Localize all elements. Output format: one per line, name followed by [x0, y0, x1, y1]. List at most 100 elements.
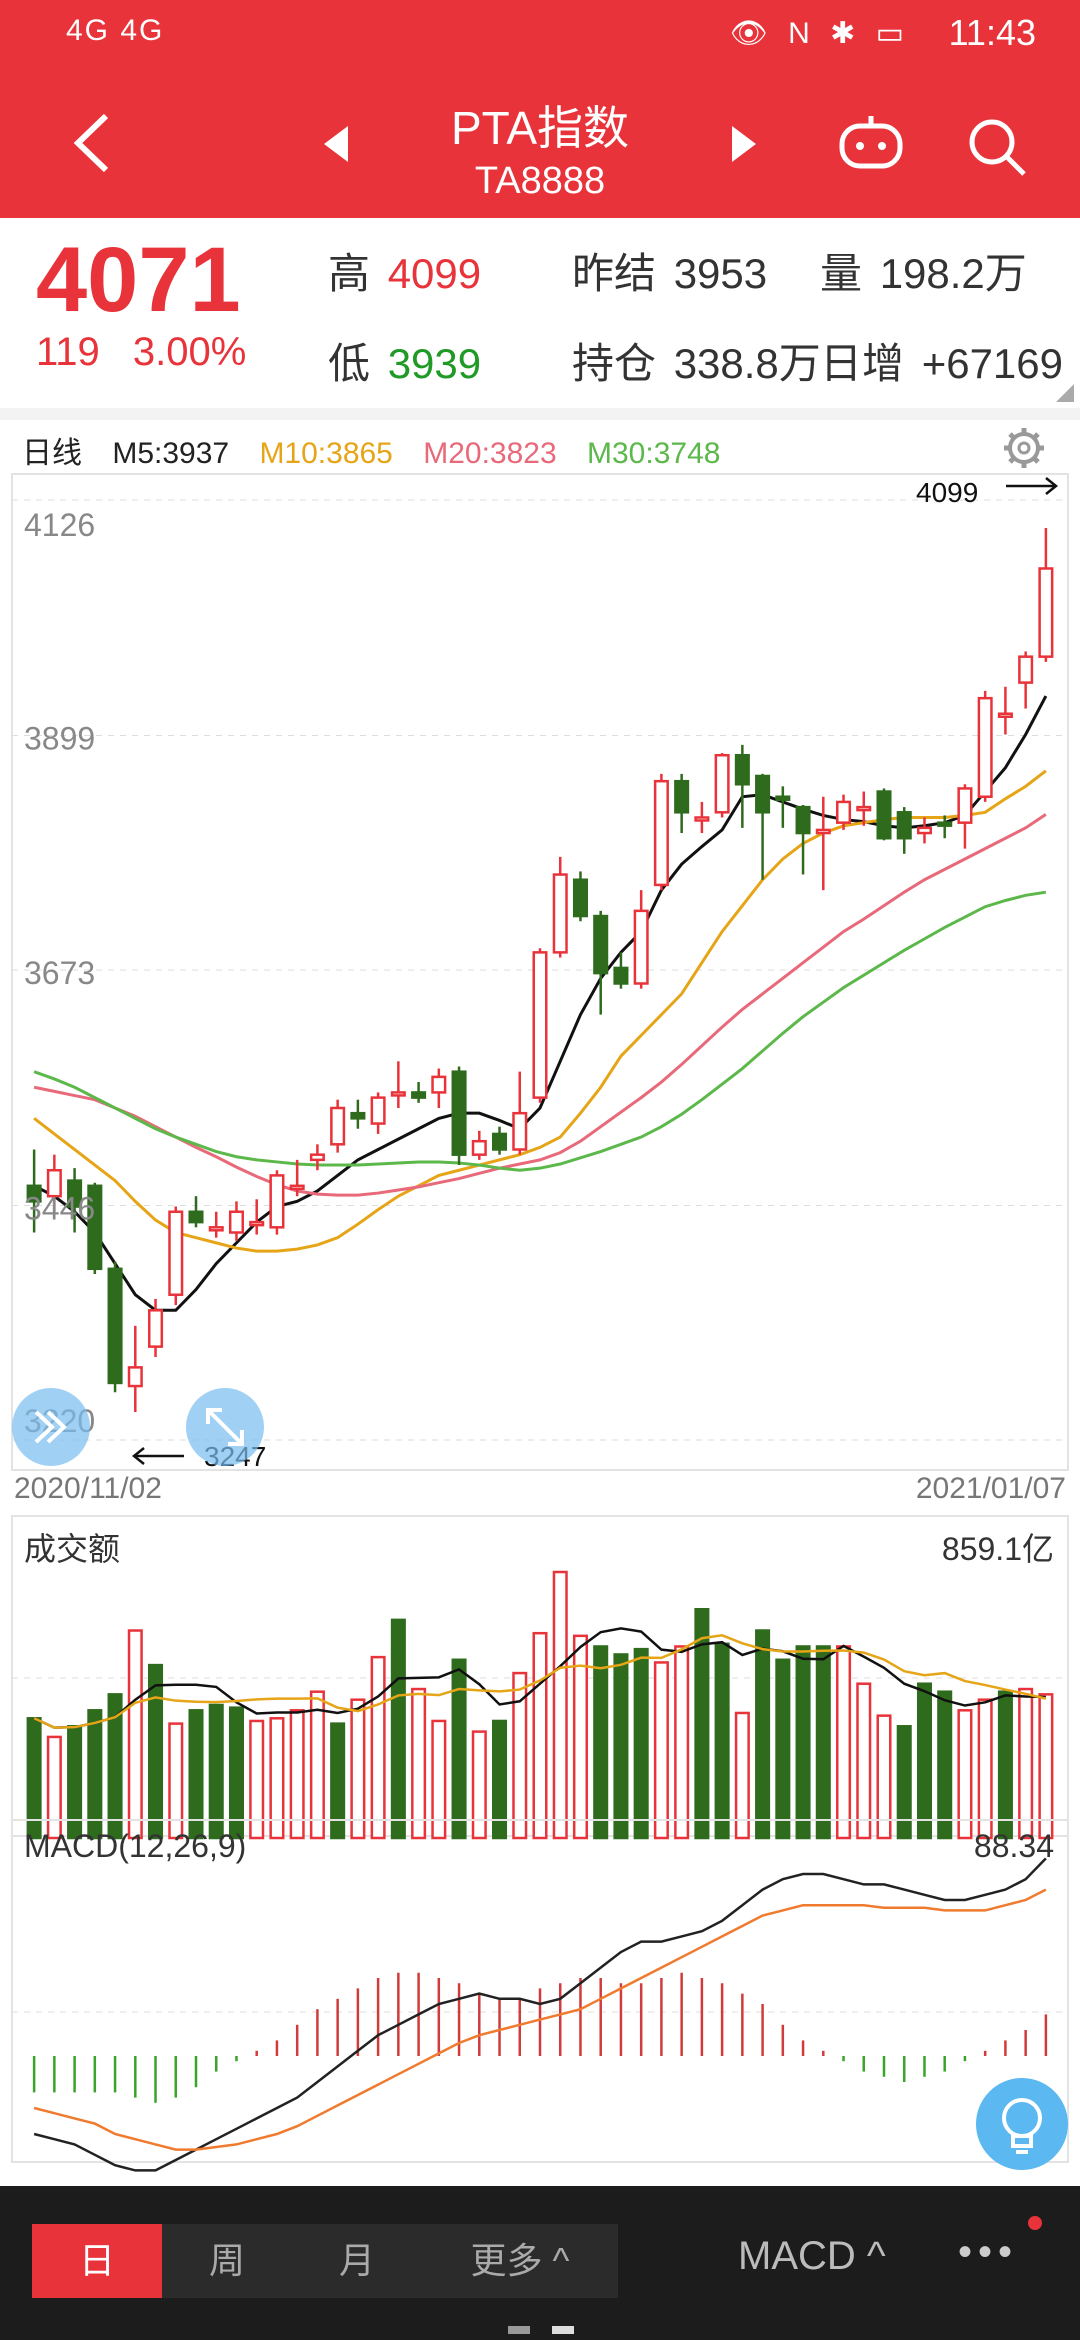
candle-body [309, 1153, 325, 1162]
macd-dif-line [33, 1857, 1047, 2172]
ma20-label: M20:3823 [423, 437, 557, 470]
volume-bar [188, 1709, 204, 1840]
volume-bar [694, 1607, 710, 1840]
indicator-select[interactable]: MACD ^ [738, 2234, 886, 2278]
volume-bar [431, 1719, 447, 1840]
volume-bar [836, 1645, 852, 1840]
tips-fab[interactable] [976, 2078, 1068, 2170]
candle-body [755, 774, 771, 814]
volume-bar [168, 1722, 184, 1840]
volume-bar [107, 1693, 123, 1840]
volume-bar [46, 1735, 62, 1840]
expand-corner-icon[interactable] [1056, 384, 1074, 402]
nav-handle-right [552, 2326, 574, 2334]
y-tick-label: 3673 [24, 955, 95, 991]
prev-settle-label: 昨结 [572, 250, 657, 297]
high-cell: 高 4099 [328, 240, 481, 301]
double-chevron-icon [34, 1410, 67, 1444]
search-icon[interactable] [966, 116, 1028, 178]
volume-bar [87, 1709, 103, 1840]
candle-body [208, 1226, 224, 1232]
candle-body [572, 878, 588, 918]
ma-legend: 日线 M5:3937 M10:3865 M20:3823 M30:3748 [22, 428, 742, 472]
volume-bar [451, 1658, 467, 1840]
robot-icon[interactable] [838, 112, 904, 172]
candle-body [674, 779, 690, 814]
candle-body [896, 811, 912, 840]
macd-value: 88.34 [973, 1828, 1054, 1864]
tab-more[interactable]: 更多 ^ [470, 2240, 570, 2281]
period-tabs: 日 周 月 更多 ^ [32, 2224, 618, 2298]
volume-bar [674, 1645, 690, 1840]
candle-body [330, 1106, 346, 1146]
candle-body [492, 1132, 508, 1151]
volume-bar [593, 1645, 609, 1840]
candle-body [350, 1111, 366, 1120]
volume-bar [269, 1717, 285, 1840]
fullscreen-fab[interactable] [186, 1388, 264, 1466]
candle-body [836, 800, 852, 824]
prev-settle-value: 3953 [673, 250, 768, 297]
change-percent: 3.00% [132, 330, 247, 374]
start-date: 2020/11/02 [14, 1472, 162, 1505]
candle-body [1018, 655, 1034, 684]
volume-bar [734, 1711, 750, 1840]
prev-settle-cell: 昨结 3953 [572, 240, 767, 301]
candle-body [451, 1070, 467, 1156]
volume-bar [755, 1629, 771, 1840]
candle-body [188, 1210, 204, 1224]
candle-body [107, 1267, 123, 1385]
turnover-label: 成交额 [24, 1531, 121, 1567]
candle-body [431, 1075, 447, 1094]
candle-body [916, 826, 932, 835]
candle-body [289, 1184, 305, 1191]
volume-bar [148, 1663, 164, 1840]
volume-bar [471, 1730, 487, 1840]
tab-day[interactable]: 日 [32, 2224, 162, 2298]
daily-change-value: +67169 [921, 340, 1064, 387]
back-icon[interactable] [66, 108, 126, 178]
volume-bar [552, 1570, 568, 1840]
candle-body [26, 1184, 42, 1203]
tab-month[interactable]: 月 [338, 2240, 375, 2281]
candle-body [815, 828, 831, 835]
volume-bar [937, 1690, 953, 1840]
contract-code: TA8888 [474, 160, 606, 202]
open-interest-value: 338.8万 [673, 340, 821, 387]
volume-bar [208, 1703, 224, 1840]
y-tick-label: 3446 [24, 1191, 95, 1227]
volume-bar [775, 1658, 791, 1840]
ma10-label: M10:3865 [259, 437, 393, 470]
candle-body [552, 873, 568, 954]
more-menu-button[interactable]: ••• [958, 2230, 1019, 2274]
gear-icon[interactable] [1002, 426, 1046, 470]
y-tick-label: 3899 [24, 721, 95, 757]
divider [0, 408, 1080, 420]
end-date: 2021/01/07 [915, 1472, 1066, 1505]
volume-ma-line [33, 1634, 1047, 1729]
candle-body [390, 1091, 406, 1097]
collapse-fab[interactable] [12, 1388, 90, 1466]
volume-bar [370, 1655, 386, 1840]
volume-bar [492, 1719, 508, 1840]
tab-week[interactable]: 周 [208, 2240, 245, 2281]
candle-body [734, 753, 750, 786]
candle-body [775, 795, 791, 801]
period-label[interactable]: 日线 [22, 437, 82, 470]
y-tick-label: 4126 [24, 507, 95, 543]
volume-bar [512, 1671, 528, 1840]
candle-body [613, 966, 629, 985]
candle-body [532, 951, 548, 1099]
volume-bar [127, 1629, 143, 1840]
volume-bar [613, 1653, 629, 1840]
prev-contract-icon[interactable] [322, 124, 350, 164]
network-indicator: 4G 4G [66, 14, 165, 47]
change-value: 119 [36, 330, 100, 374]
candle-body [653, 779, 669, 887]
next-contract-icon[interactable] [730, 124, 758, 164]
volume-bar [957, 1709, 973, 1840]
volume-ma-line [33, 1627, 1046, 1729]
volume-value: 198.2万 [879, 250, 1027, 297]
candle-body [67, 1179, 83, 1208]
